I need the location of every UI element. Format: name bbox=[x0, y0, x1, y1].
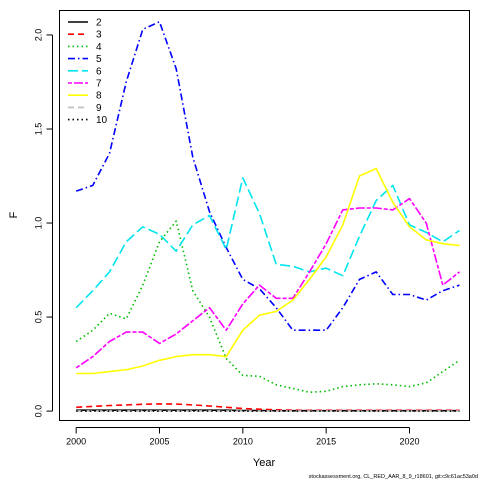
legend-label-2: 2 bbox=[96, 18, 102, 29]
series-line-3 bbox=[76, 403, 460, 412]
series-line-5 bbox=[75, 20, 460, 332]
y-tick-label: 1.5 bbox=[34, 123, 44, 136]
series-line-7 bbox=[75, 197, 460, 369]
series-line-6 bbox=[75, 177, 460, 309]
y-tick-label: 0.5 bbox=[34, 311, 44, 324]
y-axis: 0.0 0.5 1.0 1.5 2.0 bbox=[34, 29, 53, 418]
x-tick-label: 2020 bbox=[399, 437, 419, 447]
legend-label-6: 6 bbox=[96, 66, 102, 77]
y-tick-label: 0.0 bbox=[34, 405, 44, 418]
y-axis-label: F bbox=[8, 211, 20, 218]
source-caption: stockassessment.org, CL_RED_AAR_8_9_r186… bbox=[309, 474, 478, 480]
y-tick-label: 2.0 bbox=[34, 29, 44, 42]
x-tick-label: 2005 bbox=[149, 437, 169, 447]
legend-label-7: 7 bbox=[96, 79, 102, 90]
plot-frame bbox=[59, 10, 470, 421]
plot-box bbox=[59, 10, 470, 421]
x-tick-label: 2000 bbox=[66, 437, 86, 447]
y-tick-label: 1.0 bbox=[34, 217, 44, 230]
legend-label-9: 9 bbox=[96, 103, 102, 114]
series-line-4 bbox=[75, 220, 460, 394]
legend-label-8: 8 bbox=[96, 91, 102, 102]
x-axis-label: Year bbox=[253, 457, 276, 469]
x-axis: 2000 2005 2010 2015 2020 bbox=[66, 427, 420, 447]
legend-label-5: 5 bbox=[96, 54, 102, 65]
x-tick-label: 2010 bbox=[233, 437, 253, 447]
series-lines bbox=[75, 20, 460, 412]
legend-label-4: 4 bbox=[96, 42, 102, 53]
legend-label-10: 10 bbox=[96, 115, 108, 126]
x-tick-label: 2015 bbox=[316, 437, 336, 447]
legend-label-3: 3 bbox=[96, 30, 102, 41]
series-line-8 bbox=[76, 167, 460, 375]
